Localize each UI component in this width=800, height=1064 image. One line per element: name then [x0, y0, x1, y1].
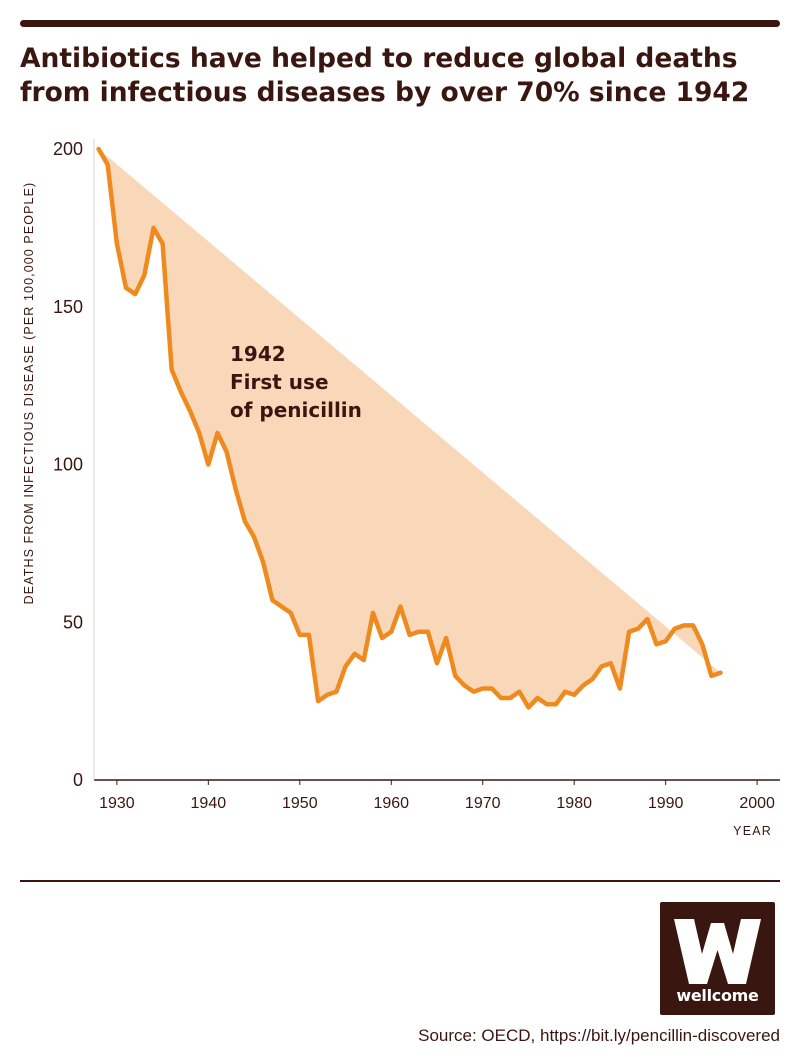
y-tick-label-200: 200 — [53, 139, 83, 159]
top-rule — [20, 20, 780, 27]
chart-title: Antibiotics have helped to reduce global… — [20, 43, 750, 108]
x-tick-label-1930: 1930 — [99, 795, 135, 812]
annotation-line-2: of penicillin — [230, 398, 362, 422]
x-tick-label-1990: 1990 — [648, 795, 684, 812]
x-tick-label-1950: 1950 — [282, 795, 318, 812]
x-tick-label-1960: 1960 — [373, 795, 409, 812]
annotation-line-1: First use — [230, 370, 329, 394]
y-tick-label-100: 100 — [53, 455, 83, 475]
annotation-year: 1942 — [230, 342, 286, 366]
wellcome-wordmark: wellcome — [676, 986, 759, 1005]
y-tick-label-50: 50 — [63, 612, 83, 632]
y-axis-label: DEATHS FROM INFECTIOUS DISEASE (PER 100,… — [22, 181, 36, 604]
y-tick-label-0: 0 — [73, 770, 83, 790]
wellcome-w-icon — [674, 919, 761, 984]
wellcome-logo: wellcome — [660, 902, 775, 1015]
bottom-rule — [20, 880, 780, 882]
x-tick-label-1940: 1940 — [191, 795, 227, 812]
x-tick-label-1970: 1970 — [465, 795, 501, 812]
area-fill — [98, 149, 721, 708]
x-tick-label-1980: 1980 — [556, 795, 592, 812]
x-axis-label: YEAR — [733, 824, 772, 838]
y-tick-label-150: 150 — [53, 297, 83, 317]
x-tick-label-2000: 2000 — [739, 795, 775, 812]
y-axis-label-wrap: DEATHS FROM INFECTIOUS DISEASE (PER 100,… — [20, 140, 38, 645]
source-note: Source: OECD, https://bit.ly/pencillin-d… — [418, 1026, 780, 1045]
penicillin-annotation: 1942 First use of penicillin — [230, 340, 362, 424]
chart-area: 0 50 100 150 200 1930 1940 1950 1960 1970 1980 1990… — [53, 0, 780, 812]
